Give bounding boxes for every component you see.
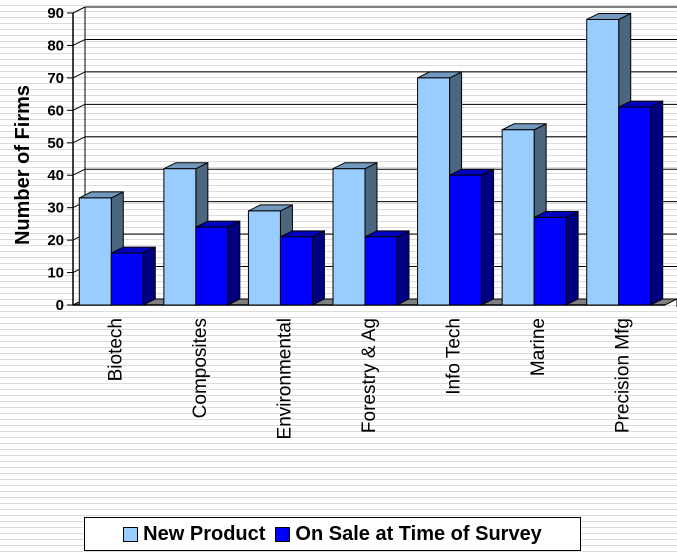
bar-front: [586, 18, 620, 306]
y-tick-label-80: 80: [47, 37, 64, 54]
bar-on-sale-at-time-of-survey-composites: [195, 220, 241, 306]
y-tick-label-20: 20: [47, 232, 64, 249]
gridline-wall-90: [72, 6, 86, 14]
y-tick-labels: 0 10 20 30 40 50 60 70 80 90: [47, 5, 64, 314]
bar-on-sale-at-time-of-survey-forestry-ag: [364, 230, 410, 306]
bar-on-sale-at-time-of-survey-biotech: [110, 246, 156, 306]
x-category-label-marine: Marine: [528, 318, 549, 376]
x-category-label-biotech: Biotech: [105, 318, 126, 381]
bar-on-sale-at-time-of-survey-marine: [533, 210, 579, 306]
bar-on-sale-at-time-of-survey-precision-mfg: [618, 100, 664, 306]
legend-swatch-on-sale: [275, 526, 291, 542]
bar-side: [142, 246, 156, 306]
x-category-label-environmental: Environmental: [274, 318, 295, 439]
gridline-wall-50: [72, 136, 86, 144]
y-tick-label-0: 0: [56, 297, 64, 314]
y-tick-label-40: 40: [47, 167, 64, 184]
x-category-label-composites: Composites: [190, 318, 211, 418]
legend-label-on-sale: On Sale at Time of Survey: [295, 522, 542, 545]
legend-item-new-product: New Product: [123, 523, 265, 546]
gridline-wall-60: [72, 103, 86, 111]
bar-front: [163, 168, 197, 306]
y-tick-label-60: 60: [47, 102, 64, 119]
bar-on-sale-at-time-of-survey-info-tech: [449, 168, 495, 306]
bar-side: [650, 100, 664, 306]
x-category-label-forestry-ag: Forestry & Ag: [359, 318, 380, 433]
bar-front: [449, 174, 483, 306]
legend-swatch-new-product: [123, 526, 139, 542]
gridline-wall-80: [72, 38, 86, 46]
bar-front: [618, 106, 652, 306]
x-category-label-precision-mfg: Precision Mfg: [613, 318, 634, 433]
y-tick-label-50: 50: [47, 135, 64, 152]
bar-front: [279, 236, 313, 306]
bar-front: [247, 210, 281, 306]
bar-side: [227, 220, 241, 306]
bar-side: [311, 230, 325, 306]
y-tick-label-70: 70: [47, 70, 64, 87]
bar-front: [417, 77, 451, 306]
y-tick-label-30: 30: [47, 200, 64, 217]
y-tick-label-90: 90: [47, 5, 64, 22]
bar-front: [195, 226, 229, 306]
bar-side: [481, 168, 495, 306]
bar-side: [396, 230, 410, 306]
y-axis-title: Number of Firms: [12, 85, 34, 245]
legend-item-on-sale: On Sale at Time of Survey: [275, 522, 542, 546]
x-category-label-info-tech: Info Tech: [444, 318, 465, 395]
bar-front: [364, 236, 398, 306]
y-tick-label-10: 10: [47, 265, 64, 282]
bar-front: [110, 252, 144, 306]
bar-front: [533, 216, 567, 306]
legend: New Product On Sale at Time of Survey: [84, 517, 581, 551]
bar-front: [501, 129, 535, 306]
bar-on-sale-at-time-of-survey-environmental: [279, 230, 325, 306]
gridline-wall-40: [72, 168, 86, 176]
bar-front: [332, 168, 366, 306]
bar-front: [78, 197, 112, 306]
x-category-labels: Biotech Composites Environmental Forestry &…: [105, 318, 633, 439]
bar-chart: 0 10 20 30 40 50 60 70 80 90 Biotech Composites Env…: [12, 5, 677, 439]
legend-label-new-product: New Product: [143, 522, 266, 545]
bars: [78, 12, 664, 306]
bar-side: [565, 210, 579, 306]
gridline-wall-70: [72, 71, 86, 79]
